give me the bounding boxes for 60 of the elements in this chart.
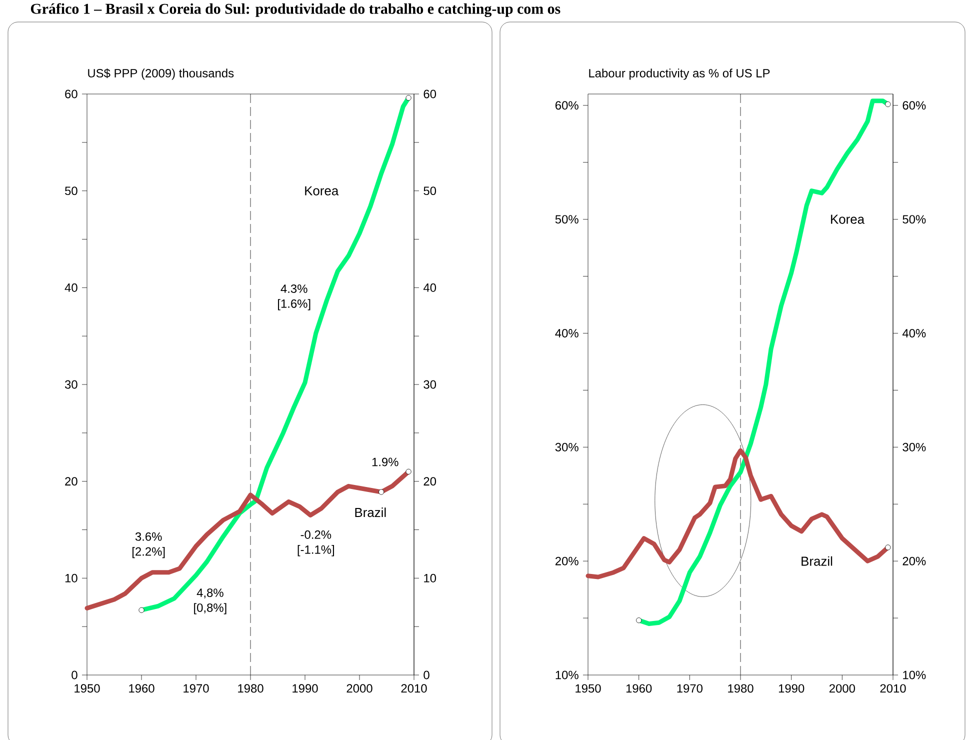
y-tick-label: 30%: [555, 442, 578, 452]
x-tick-label: 1960: [129, 684, 154, 693]
y2-tick-label: 60: [424, 90, 436, 98]
x-tick-label: 2010: [401, 684, 427, 693]
point: [885, 544, 891, 550]
x-tick-label: 2010: [880, 684, 906, 693]
y-tick-label: 50%: [555, 215, 578, 224]
text: Korea: [305, 186, 339, 196]
y2-tick-label: 40: [423, 283, 436, 292]
annotation: 3.6% [2.2%]: [132, 532, 165, 558]
y-tick-label: 0: [72, 670, 78, 680]
y2-tick-label: 20: [424, 477, 436, 486]
point: [378, 489, 384, 495]
x-tick-label: 1980: [728, 684, 754, 693]
y-axis-title: US$ PPP (2009) thousands: [88, 68, 234, 80]
y-tick-label: 30: [64, 380, 78, 389]
y2-tick-label: 50%: [902, 215, 926, 224]
y2-tick-label: 0: [424, 670, 430, 680]
x-tick-label: 1990: [292, 684, 318, 693]
point: [636, 618, 642, 624]
series-label: Korea: [831, 214, 865, 224]
y2-tick-label: 20%: [902, 556, 926, 566]
x-tick-label: 1970: [184, 684, 209, 693]
x-tick-label: 1990: [778, 684, 804, 693]
x-tick-label: 1950: [74, 684, 100, 693]
y-tick-label: 40: [64, 283, 78, 292]
x-tick-label: 1970: [677, 684, 703, 693]
y2-tick-label: 30: [424, 380, 436, 389]
y2-tick-label: 10: [424, 574, 436, 582]
y2-tick-label: 40%: [902, 329, 926, 338]
y-tick-label: 60%: [556, 101, 578, 110]
point: [406, 468, 412, 474]
y-tick-label: 50: [65, 186, 78, 196]
x-tick-label: 2000: [346, 684, 372, 693]
x-tick-label: 1960: [626, 684, 652, 693]
y-tick-label: 60: [65, 90, 78, 98]
chart-title: Gráfico 1 – Brasil x Coreia do Sul: produtividade do trabalho e catching-up com os: [30, 3, 560, 18]
series-label: Brazil: [355, 508, 386, 518]
x-tick-label: 1950: [576, 684, 601, 693]
y-tick-label: 20%: [555, 556, 578, 566]
point: [138, 607, 144, 613]
point: [885, 101, 891, 108]
y-tick-label: 10%: [556, 670, 578, 680]
x-tick-label: 2000: [829, 684, 856, 693]
y2-tick-label: 60%: [902, 101, 926, 110]
annotation: -0.2% [-1.1%]: [298, 530, 334, 556]
point: [406, 95, 412, 101]
y2-tick-label: 30%: [902, 442, 926, 452]
y-tick-label: 40%: [555, 329, 578, 338]
y-tick-label: 10: [65, 574, 78, 582]
annotation: 4,8% [0,8%]: [194, 588, 226, 614]
y2-tick-label: 50: [424, 186, 436, 196]
y2-tick-label: 10%: [903, 670, 926, 680]
y-tick-label: 20: [65, 477, 78, 486]
x-tick-label: 1980: [238, 684, 264, 693]
series-label: Brazil: [802, 556, 832, 566]
y-axis-title: Labour productivity as % of US LP: [589, 68, 770, 80]
line-series: [586, 448, 890, 580]
annotation: 4.3% [1.6%]: [278, 284, 310, 310]
annotation: 1.9%: [372, 458, 398, 466]
